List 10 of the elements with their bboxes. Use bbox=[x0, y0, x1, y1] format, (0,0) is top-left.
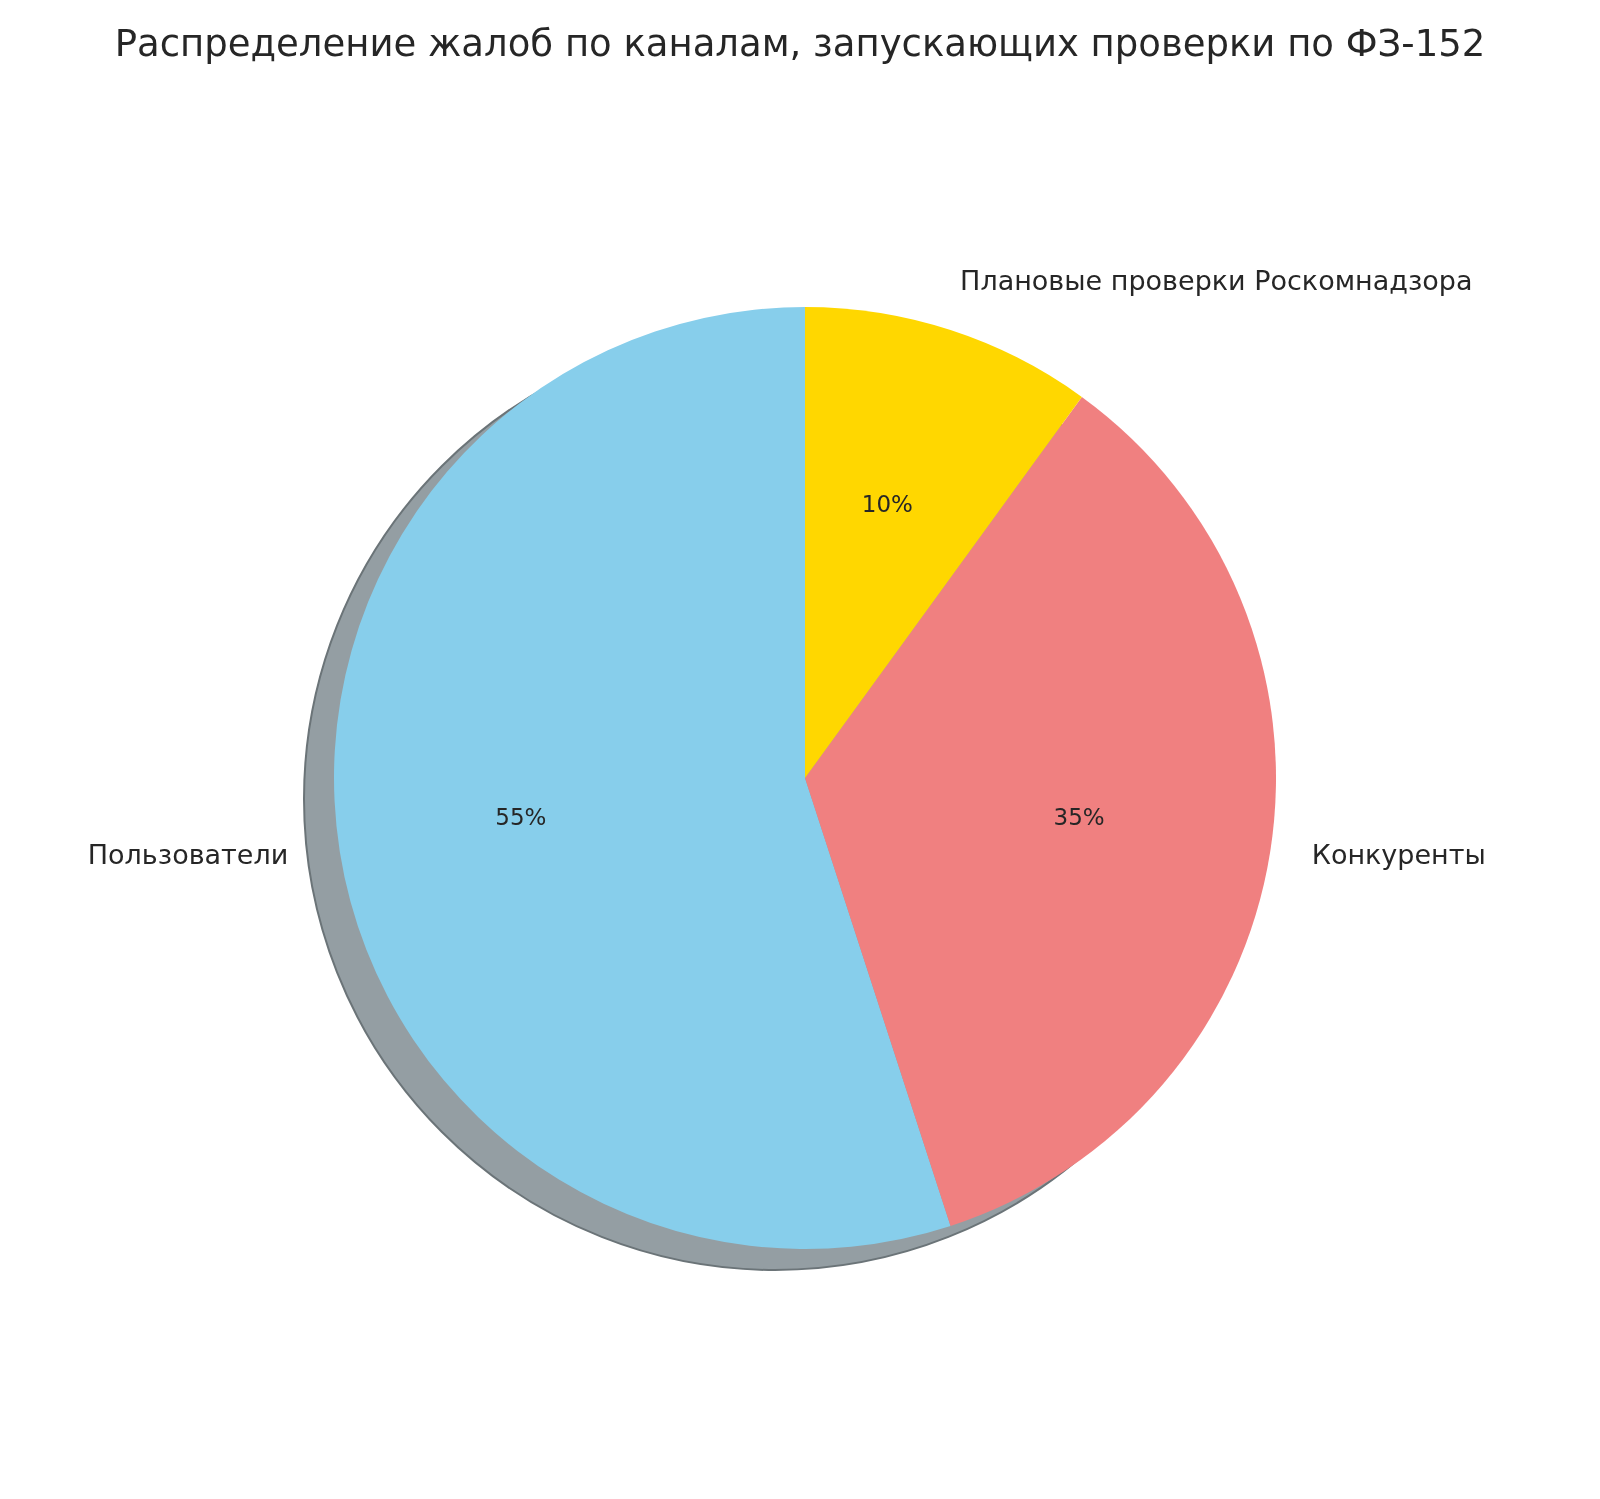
pie-slice bbox=[805, 396, 1276, 1226]
slice-label: Пользователи bbox=[87, 838, 289, 870]
pie-slice bbox=[334, 307, 951, 1249]
chart-title: Распределение жалоб по каналам, запускающих проверки по ФЗ-152 bbox=[113, 22, 1487, 65]
slice-label: Конкуренты bbox=[1311, 838, 1486, 870]
slice-label: Плановые проверки Роскомнадзора bbox=[960, 264, 1473, 296]
data-label: 55% bbox=[495, 804, 547, 831]
data-label: 10% bbox=[861, 491, 913, 518]
data-label: 35% bbox=[1053, 804, 1105, 831]
pie-slice bbox=[805, 307, 1082, 778]
